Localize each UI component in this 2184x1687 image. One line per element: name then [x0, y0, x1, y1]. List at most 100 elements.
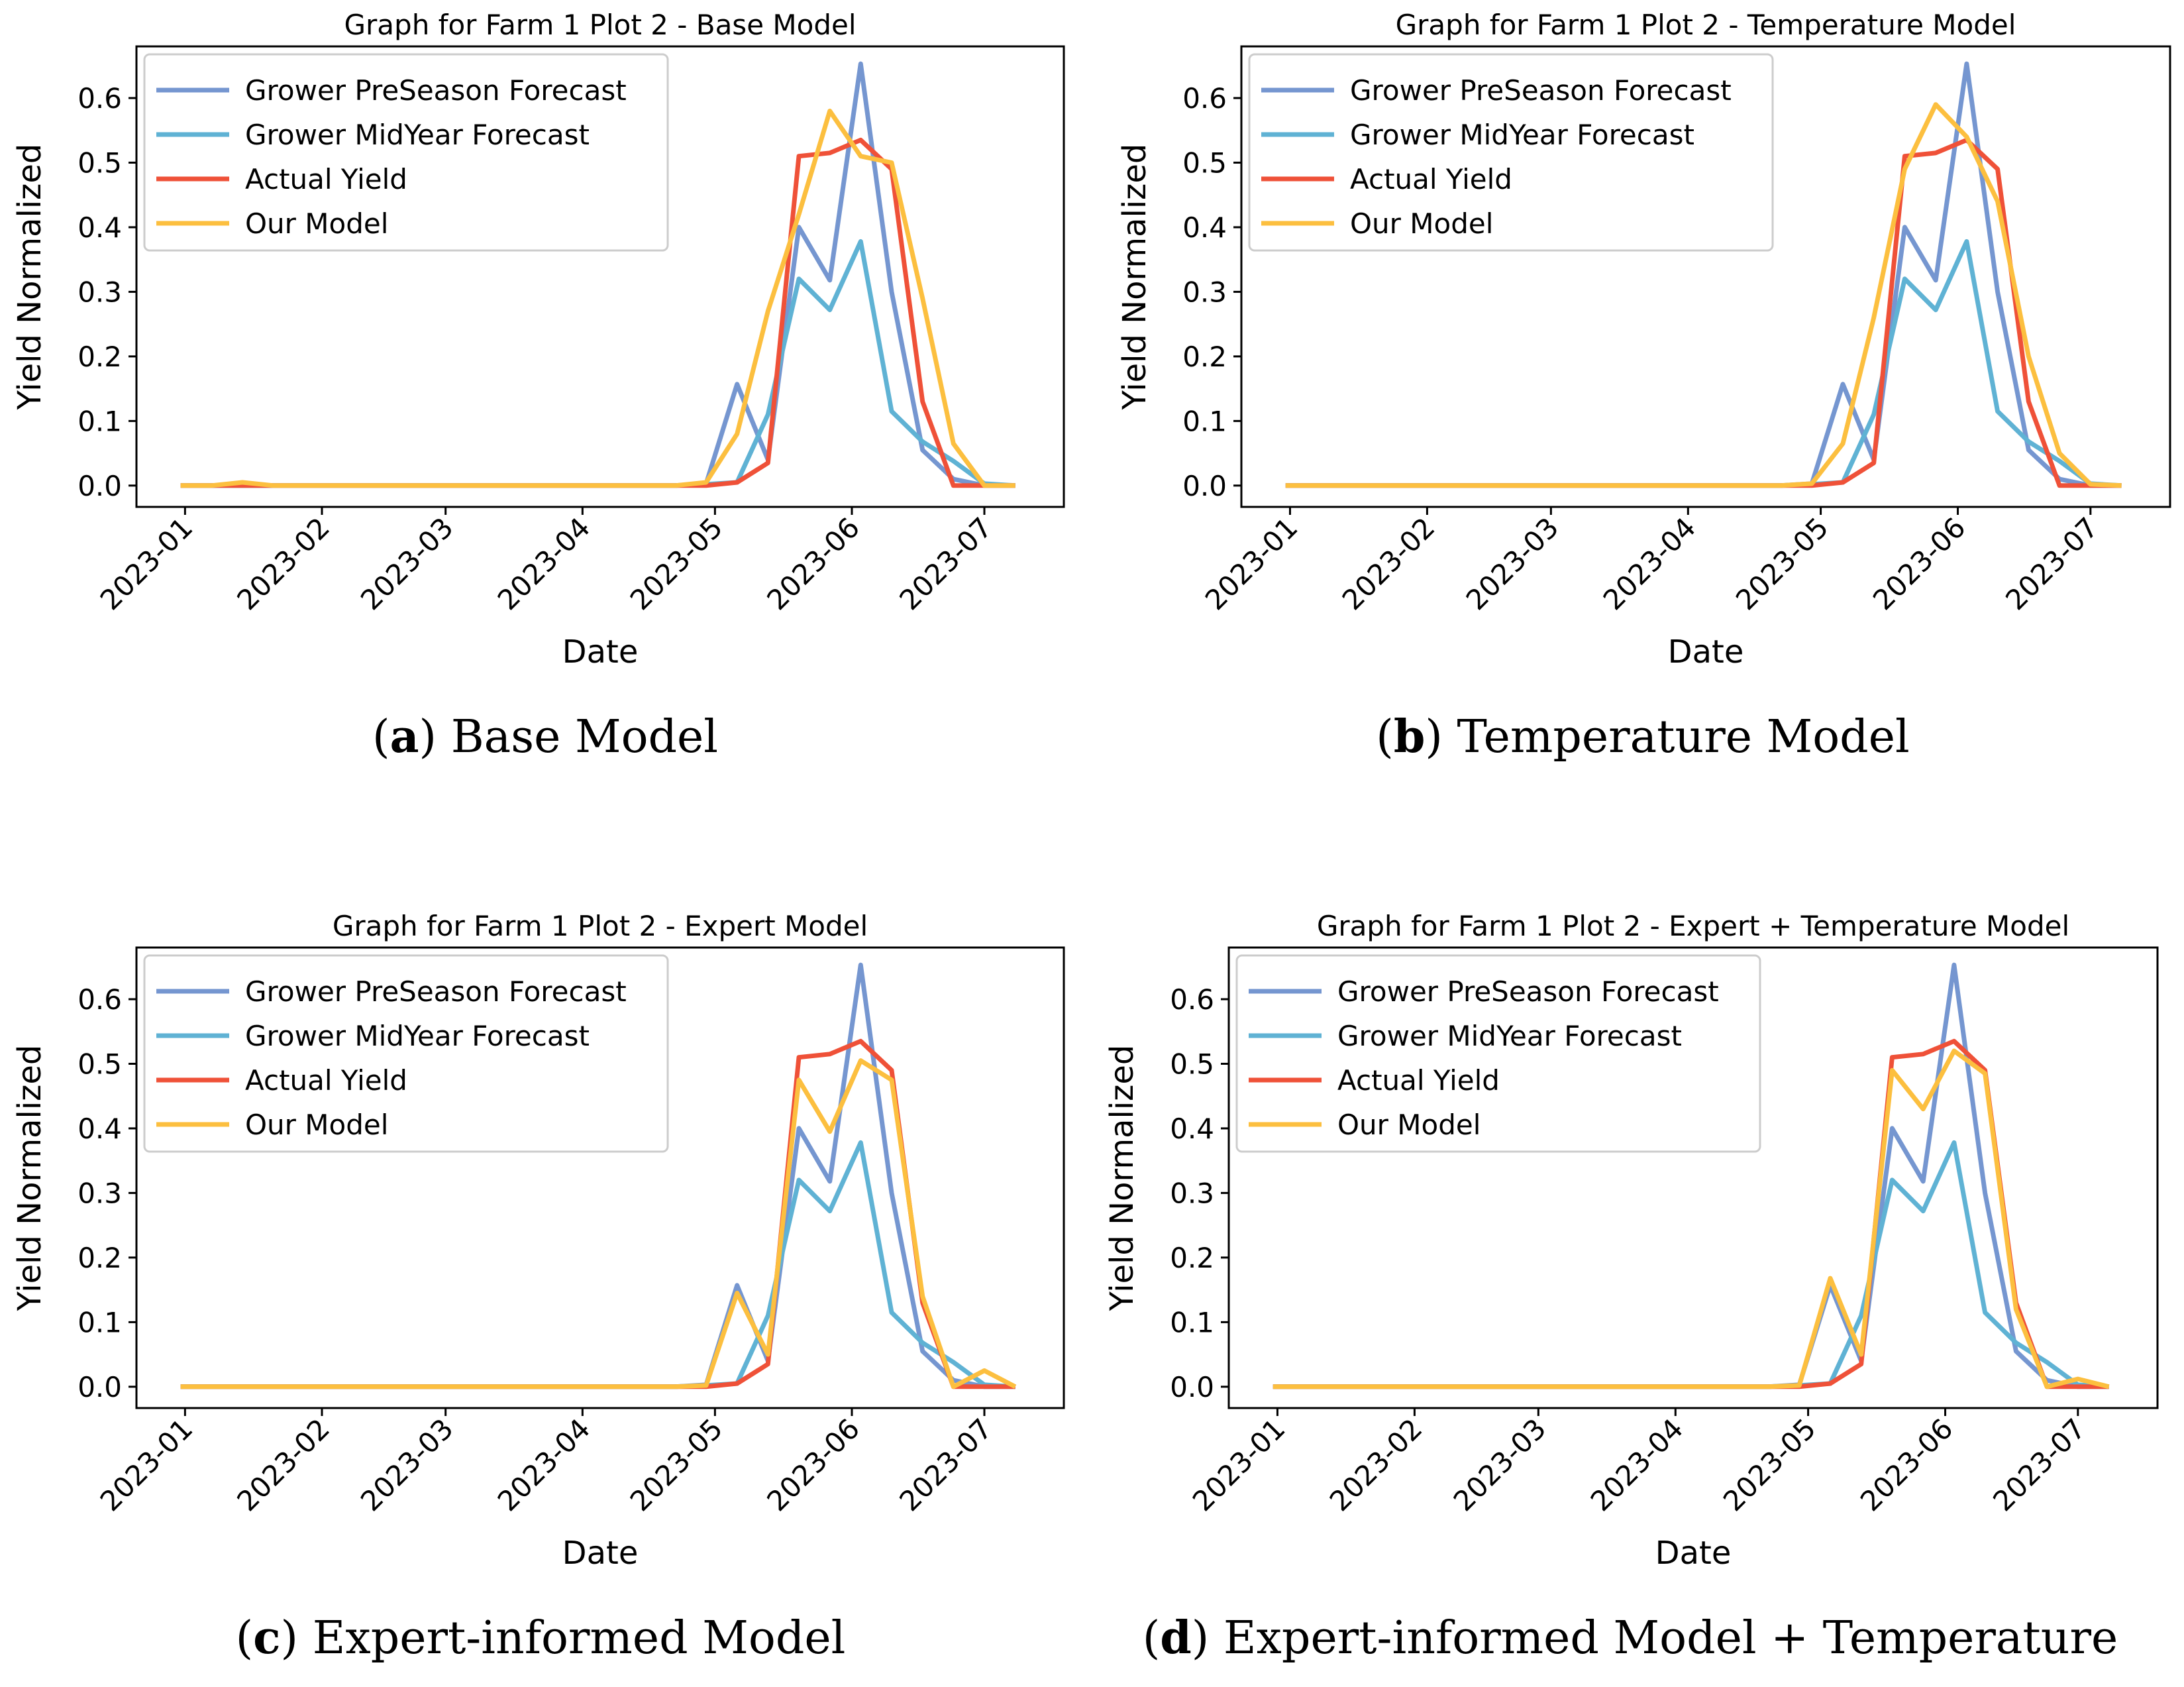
series-line-model	[1285, 102, 2122, 488]
chart-1: Graph for Farm 1 Plot 2 - Temperature Mo…	[1116, 9, 2171, 671]
y-tick-label: 0.2	[78, 1242, 122, 1274]
x-tick-label: 2023-06	[1854, 1412, 1959, 1517]
x-tick-label: 2023-02	[231, 1412, 336, 1517]
x-tick-label: 2023-04	[1585, 1412, 1690, 1517]
legend-box	[1248, 53, 1774, 252]
x-tick-label: 2023-05	[624, 1412, 729, 1517]
legend: Grower PreSeason Forecast Grower MidYear …	[143, 53, 669, 252]
legend-label: Grower MidYear Forecast	[245, 1020, 590, 1052]
legend-label: Our Model	[245, 1109, 388, 1141]
x-tick-label: 2023-07	[893, 511, 998, 616]
y-tick-label: 0.4	[1182, 211, 1227, 244]
y-tick-label: 0.3	[1170, 1177, 1214, 1209]
chart-title: Graph for Farm 1 Plot 2 - Base Model	[344, 9, 856, 41]
x-tick-label: 2023-04	[1597, 511, 1702, 616]
chart-2: Graph for Farm 1 Plot 2 - Expert Model 0.…	[11, 910, 1065, 1572]
plot-frame	[1227, 946, 2159, 1409]
legend-label: Our Model	[245, 207, 388, 240]
y-axis-label: Yield Normalized	[11, 144, 48, 411]
x-tick-label: 2023-02	[231, 511, 336, 616]
x-tick-label: 2023-07	[893, 1412, 998, 1517]
x-tick-label: 2023-07	[1999, 511, 2105, 616]
y-tick-label: 0.5	[78, 1048, 122, 1080]
y-tick-label: 0.3	[78, 276, 122, 308]
legend-label: Our Model	[1337, 1109, 1481, 1141]
y-tick-label: 0.6	[1170, 983, 1214, 1016]
legend: Grower PreSeason Forecast Grower MidYear …	[1248, 53, 1774, 252]
legend-label: Grower PreSeason Forecast	[245, 975, 627, 1008]
x-tick-label: 2023-04	[492, 511, 597, 616]
x-tick-label: 2023-06	[1867, 511, 1972, 616]
legend: Grower PreSeason Forecast Grower MidYear …	[143, 954, 669, 1153]
plot-frame	[135, 45, 1065, 508]
caption-d: (d) Expert-informed Model + Temperature	[1142, 1611, 2118, 1664]
legend-box	[1235, 954, 1761, 1153]
chart-title: Graph for Farm 1 Plot 2 - Expert Model	[333, 910, 868, 942]
x-axis-label: Date	[1655, 1535, 1732, 1572]
y-axis-label: Yield Normalized	[1104, 1045, 1141, 1312]
y-tick-label: 0.0	[78, 1371, 122, 1403]
y-tick-label: 0.0	[1170, 1371, 1214, 1403]
y-tick-label: 0.4	[78, 1113, 122, 1145]
x-tick-label: 2023-04	[492, 1412, 597, 1517]
x-tick-label: 2023-06	[760, 511, 866, 616]
caption-a: (a) Base Model	[372, 710, 719, 763]
y-tick-label: 0.6	[1182, 82, 1227, 115]
y-tick-label: 0.4	[1170, 1113, 1214, 1145]
x-tick-label: 2023-01	[1186, 1412, 1292, 1517]
y-tick-label: 0.0	[1182, 470, 1227, 502]
legend-label: Our Model	[1350, 207, 1493, 240]
y-tick-label: 0.5	[1170, 1048, 1214, 1080]
legend-label: Grower PreSeason Forecast	[245, 74, 627, 107]
x-tick-label: 2023-03	[1447, 1412, 1553, 1517]
x-tick-label: 2023-01	[94, 511, 199, 616]
chart-0: Graph for Farm 1 Plot 2 - Base Model 0.0 0…	[11, 9, 1065, 671]
chart-title: Graph for Farm 1 Plot 2 - Expert + Tempe…	[1317, 910, 2069, 942]
x-axis-label: Date	[562, 1535, 639, 1572]
chart-title: Graph for Farm 1 Plot 2 - Temperature Mo…	[1396, 9, 2016, 41]
legend-label: Grower PreSeason Forecast	[1350, 74, 1732, 107]
y-tick-label: 0.0	[78, 470, 122, 502]
legend-label: Grower MidYear Forecast	[1350, 119, 1694, 151]
legend: Grower PreSeason Forecast Grower MidYear …	[1235, 954, 1761, 1153]
y-tick-label: 0.2	[1170, 1242, 1214, 1274]
x-tick-label: 2023-02	[1324, 1412, 1429, 1517]
x-tick-label: 2023-02	[1336, 511, 1441, 616]
y-tick-label: 0.1	[78, 405, 122, 437]
legend-label: Grower MidYear Forecast	[245, 119, 590, 151]
series-line-model	[1273, 1048, 2110, 1389]
y-tick-label: 0.5	[1182, 146, 1227, 179]
legend-label: Grower MidYear Forecast	[1337, 1020, 1682, 1052]
x-tick-label: 2023-03	[354, 1412, 460, 1517]
x-axis-label: Date	[1668, 633, 1744, 671]
legend-box	[143, 53, 669, 252]
legend-label: Actual Yield	[245, 1064, 407, 1097]
y-tick-label: 0.6	[78, 983, 122, 1016]
y-tick-label: 0.1	[1182, 405, 1227, 437]
y-tick-label: 0.2	[1182, 341, 1227, 373]
legend-label: Grower PreSeason Forecast	[1337, 975, 1719, 1008]
x-tick-label: 2023-07	[1987, 1412, 2092, 1517]
x-tick-label: 2023-06	[760, 1412, 866, 1517]
y-tick-label: 0.4	[78, 211, 122, 244]
legend-box	[143, 954, 669, 1153]
x-tick-label: 2023-05	[1717, 1412, 1822, 1517]
legend-label: Actual Yield	[245, 163, 407, 195]
y-tick-label: 0.1	[1170, 1306, 1214, 1338]
plot-frame	[1240, 45, 2171, 508]
y-tick-label: 0.6	[78, 82, 122, 115]
y-tick-label: 0.2	[78, 341, 122, 373]
x-tick-label: 2023-03	[354, 511, 460, 616]
x-tick-label: 2023-01	[94, 1412, 199, 1517]
x-tick-label: 2023-05	[624, 511, 729, 616]
x-axis-label: Date	[562, 633, 639, 671]
y-axis-label: Yield Normalized	[11, 1045, 48, 1312]
x-tick-label: 2023-05	[1730, 511, 1835, 616]
plot-frame	[135, 946, 1065, 1409]
y-tick-label: 0.3	[78, 1177, 122, 1209]
y-tick-label: 0.5	[78, 146, 122, 179]
legend-label: Actual Yield	[1337, 1064, 1500, 1097]
series-line-model	[180, 109, 1015, 488]
